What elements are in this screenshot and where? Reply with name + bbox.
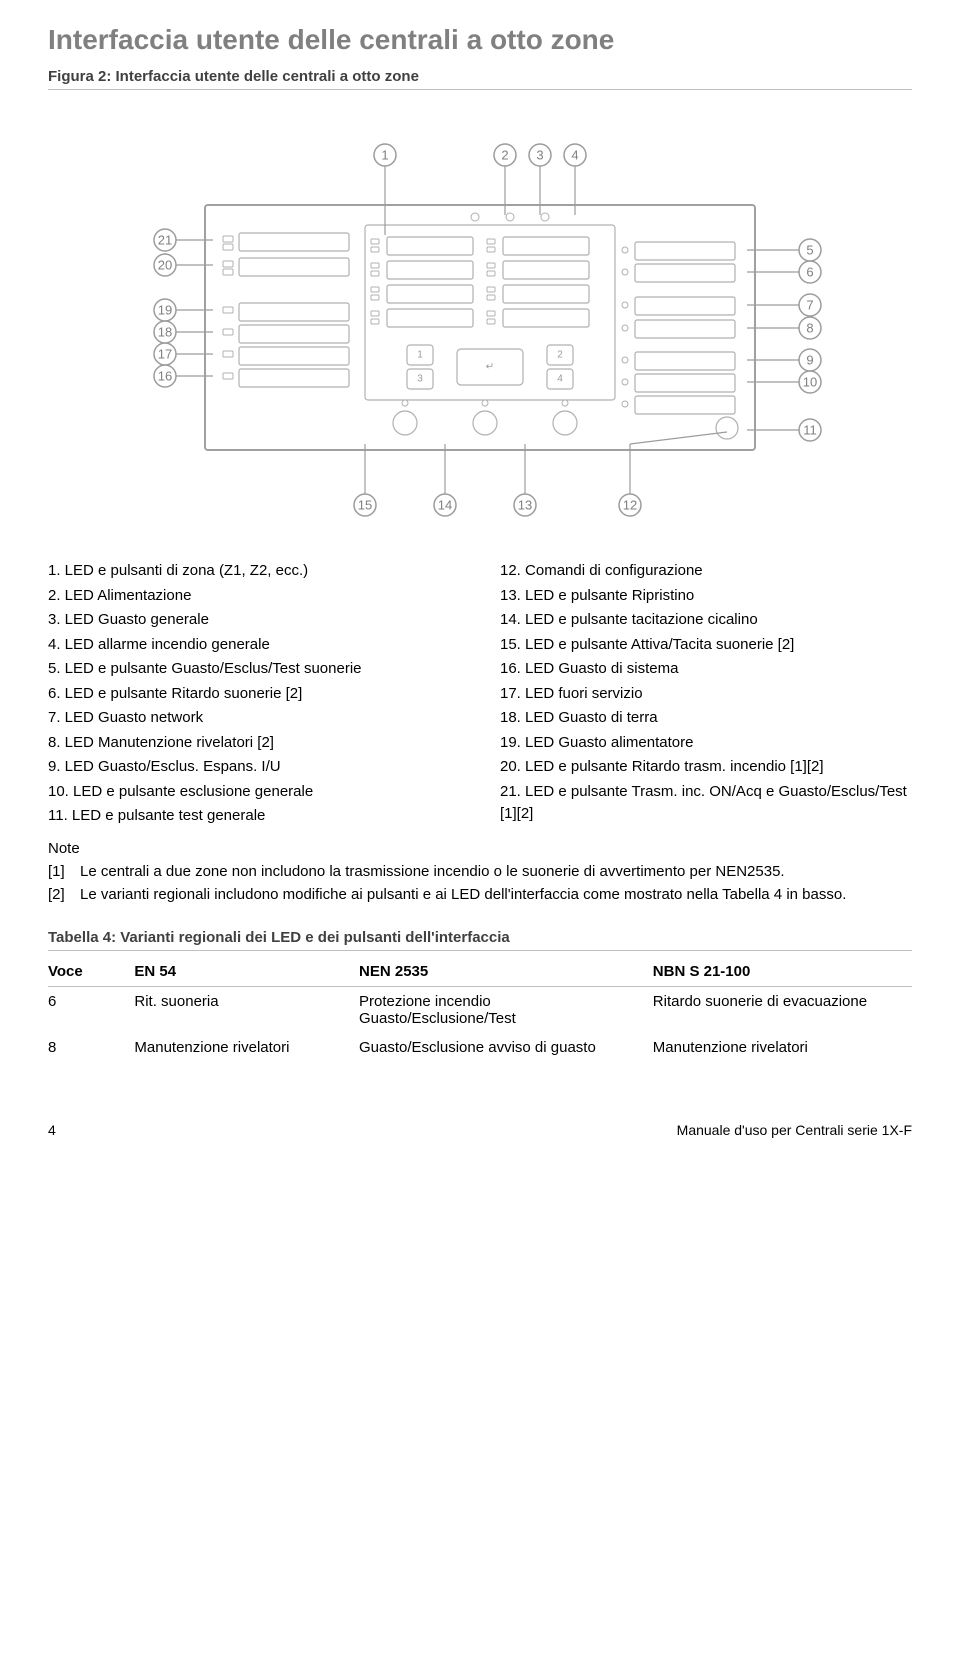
panel-diagram: 13↵24123456789101121201918171615141312 — [48, 110, 912, 530]
regional-variants-table: VoceEN 54NEN 2535NBN S 21-100 6Rit. suon… — [48, 957, 912, 1062]
legend-item: 17. LED fuori servizio — [500, 683, 912, 706]
legend-item: 1. LED e pulsanti di zona (Z1, Z2, ecc.) — [48, 560, 460, 583]
legend-item: 9. LED Guasto/Esclus. Espans. I/U — [48, 756, 460, 779]
svg-text:14: 14 — [438, 498, 452, 513]
page-footer: 4 Manuale d'uso per Centrali serie 1X-F — [48, 1122, 912, 1138]
col-header: NEN 2535 — [359, 957, 653, 987]
legend-item: 15. LED e pulsante Attiva/Tacita suoneri… — [500, 634, 912, 657]
col-header: NBN S 21-100 — [653, 957, 912, 987]
svg-text:8: 8 — [806, 321, 813, 336]
legend-item: 5. LED e pulsante Guasto/Esclus/Test suo… — [48, 658, 460, 681]
svg-text:6: 6 — [806, 265, 813, 280]
svg-text:9: 9 — [806, 353, 813, 368]
legend: 1. LED e pulsanti di zona (Z1, Z2, ecc.)… — [48, 560, 912, 830]
table-row: 6Rit. suoneriaProtezione incendio Guasto… — [48, 986, 912, 1033]
table-caption: Tabella 4: Varianti regionali dei LED e … — [48, 929, 912, 951]
svg-text:16: 16 — [158, 369, 172, 384]
note-label: Note — [48, 840, 912, 857]
svg-text:1: 1 — [381, 148, 388, 163]
svg-text:20: 20 — [158, 258, 172, 273]
figure-caption: Figura 2: Interfaccia utente delle centr… — [48, 68, 912, 90]
svg-text:3: 3 — [417, 374, 423, 385]
legend-item: 11. LED e pulsante test generale — [48, 805, 460, 828]
legend-item: 13. LED e pulsante Ripristino — [500, 585, 912, 608]
page-number: 4 — [48, 1122, 56, 1138]
svg-text:17: 17 — [158, 347, 172, 362]
note: [2]Le varianti regionali includono modif… — [48, 884, 912, 905]
legend-item: 8. LED Manutenzione rivelatori [2] — [48, 732, 460, 755]
col-header: EN 54 — [134, 957, 359, 987]
legend-item: 19. LED Guasto alimentatore — [500, 732, 912, 755]
doc-title: Manuale d'uso per Centrali serie 1X-F — [677, 1122, 912, 1138]
legend-item: 3. LED Guasto generale — [48, 609, 460, 632]
legend-item: 10. LED e pulsante esclusione generale — [48, 781, 460, 804]
legend-item: 2. LED Alimentazione — [48, 585, 460, 608]
table-row: 8Manutenzione rivelatoriGuasto/Esclusion… — [48, 1033, 912, 1062]
svg-text:15: 15 — [358, 498, 372, 513]
legend-item: 16. LED Guasto di sistema — [500, 658, 912, 681]
legend-item: 7. LED Guasto network — [48, 707, 460, 730]
svg-text:4: 4 — [557, 374, 563, 385]
legend-item: 4. LED allarme incendio generale — [48, 634, 460, 657]
svg-text:3: 3 — [536, 148, 543, 163]
svg-text:12: 12 — [623, 498, 637, 513]
svg-text:11: 11 — [803, 423, 817, 438]
svg-text:↵: ↵ — [486, 362, 494, 373]
notes: [1]Le centrali a due zone non includono … — [48, 861, 912, 905]
svg-text:2: 2 — [501, 148, 508, 163]
page-title: Interfaccia utente delle centrali a otto… — [48, 24, 912, 56]
legend-item: 21. LED e pulsante Trasm. inc. ON/Acq e … — [500, 781, 912, 826]
svg-text:7: 7 — [806, 298, 813, 313]
svg-text:10: 10 — [803, 375, 817, 390]
col-header: Voce — [48, 957, 134, 987]
svg-text:13: 13 — [518, 498, 532, 513]
legend-item: 12. Comandi di configurazione — [500, 560, 912, 583]
legend-item: 14. LED e pulsante tacitazione cicalino — [500, 609, 912, 632]
svg-text:18: 18 — [158, 325, 172, 340]
svg-text:19: 19 — [158, 303, 172, 318]
note: [1]Le centrali a due zone non includono … — [48, 861, 912, 882]
svg-text:5: 5 — [806, 243, 813, 258]
svg-text:4: 4 — [571, 148, 578, 163]
svg-text:1: 1 — [417, 350, 423, 361]
legend-item: 18. LED Guasto di terra — [500, 707, 912, 730]
svg-text:21: 21 — [158, 233, 172, 248]
svg-text:2: 2 — [557, 350, 563, 361]
legend-item: 6. LED e pulsante Ritardo suonerie [2] — [48, 683, 460, 706]
legend-item: 20. LED e pulsante Ritardo trasm. incend… — [500, 756, 912, 779]
